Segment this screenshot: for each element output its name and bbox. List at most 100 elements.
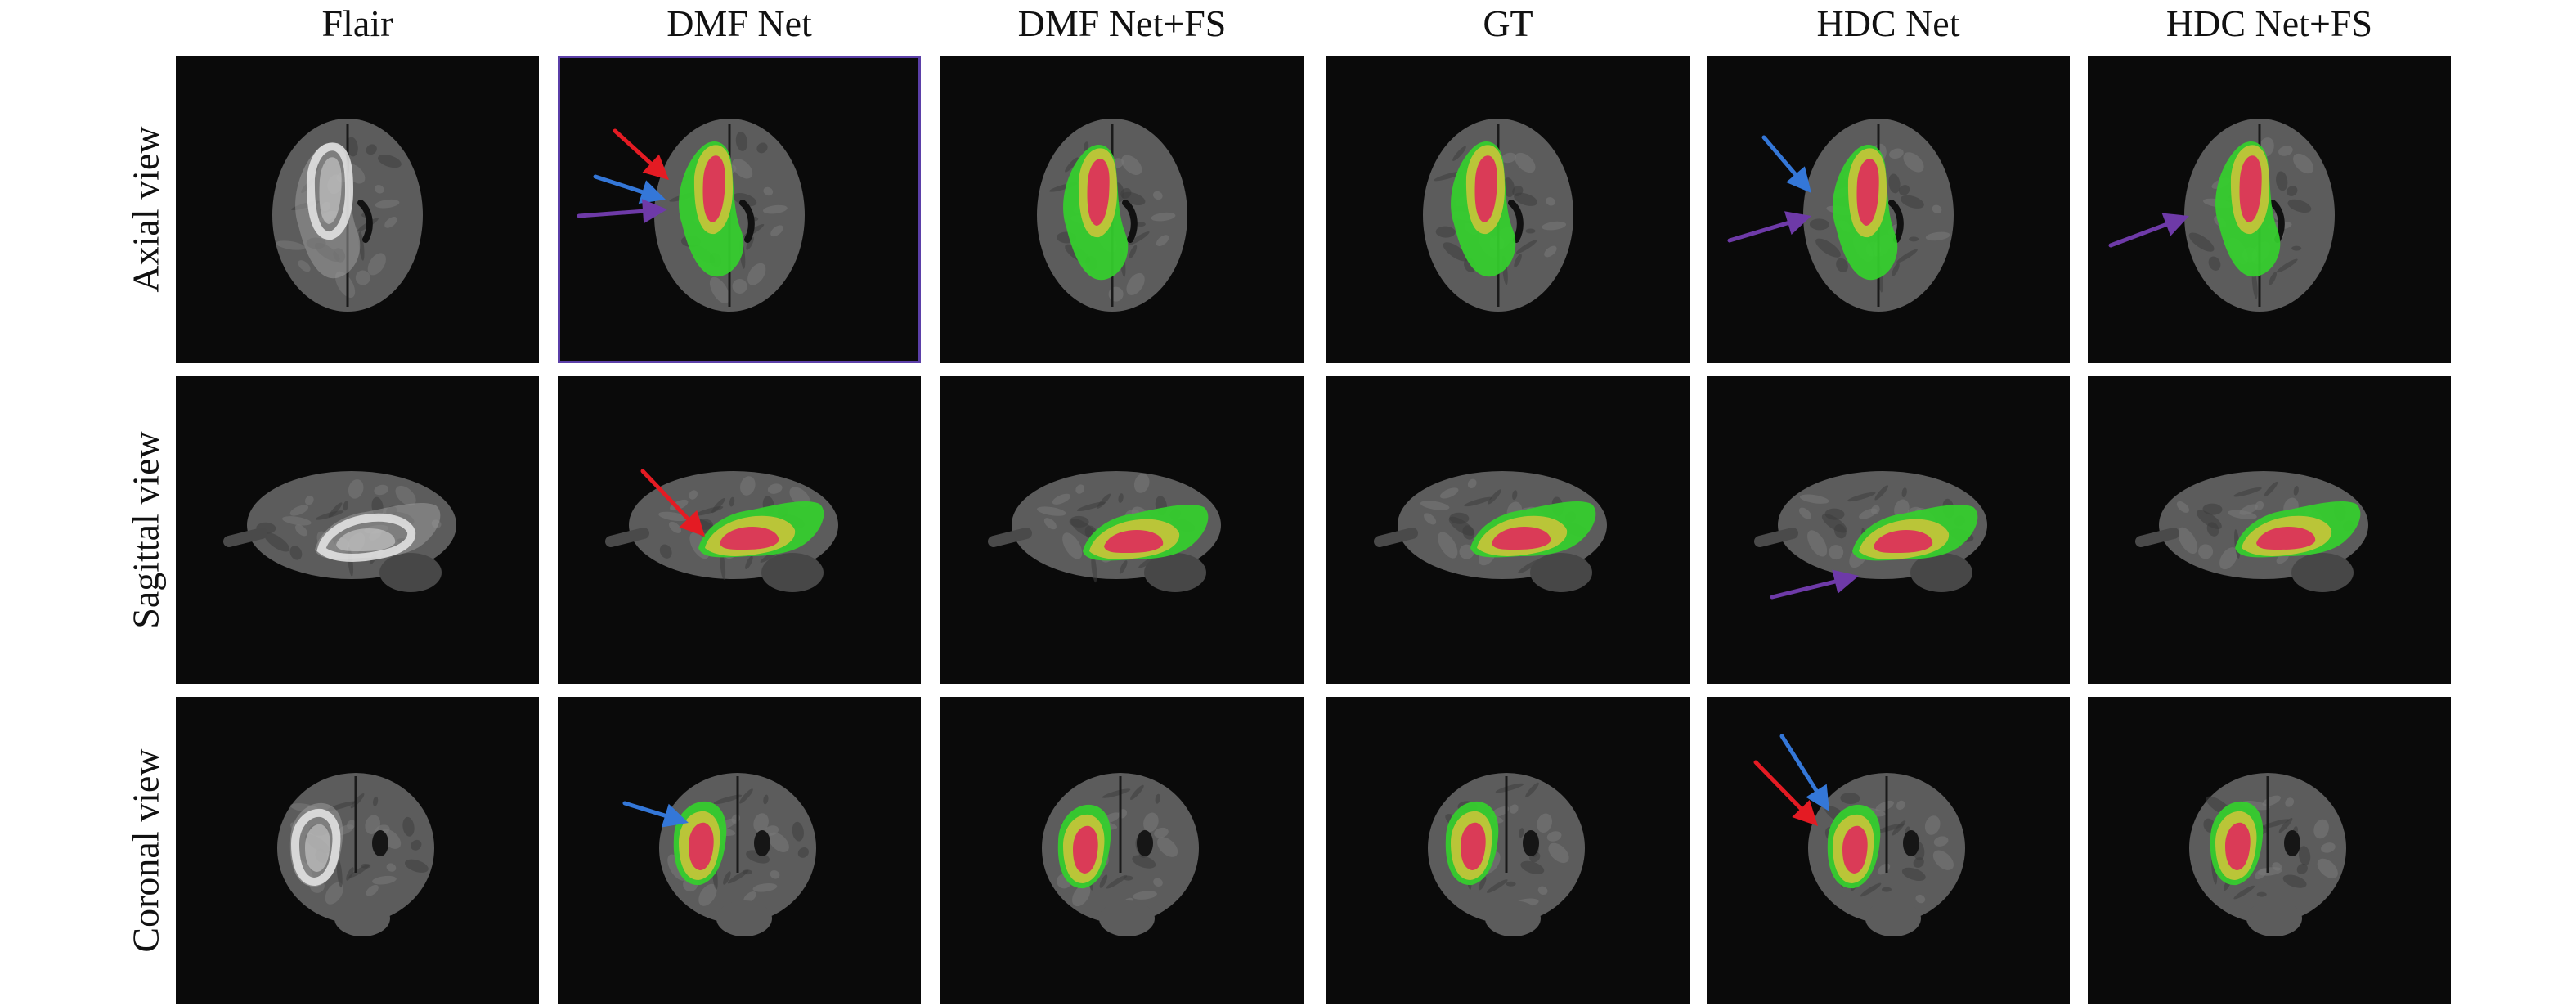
ventricle: [2284, 830, 2300, 856]
tumor-segmentation: [1451, 141, 1516, 277]
flair-hyperintensity: [295, 142, 361, 279]
mri-slice-image: [1042, 773, 1199, 936]
tumor-segmentation: [1083, 505, 1209, 561]
purple-arrow-icon: [577, 199, 667, 224]
mri-slice-image: [577, 119, 805, 312]
mri-slice-image: [1037, 119, 1187, 312]
column-title: HDC Net: [1816, 2, 1960, 44]
column-title: DMF Net+FS: [1017, 2, 1227, 44]
mri-slice-image: [605, 469, 838, 592]
frontal-lobe-edge: [1374, 528, 1418, 547]
enhancing-tumor-region: [1104, 530, 1164, 553]
mri-slice-image: [988, 471, 1221, 592]
cerebellum: [1910, 553, 1972, 592]
ventricle: [739, 200, 755, 243]
enhancing-tumor-region: [1073, 825, 1098, 874]
mri-panel-sagittal-1: [176, 376, 539, 684]
mri-slice-image: [272, 119, 423, 312]
tumor-segmentation: [1057, 804, 1111, 889]
flair-hyperintensity: [315, 503, 441, 562]
mri-panel-axial-2: [558, 56, 921, 363]
mri-panel-coronal-2: [558, 697, 921, 1004]
enhancing-tumor-region: [2239, 155, 2262, 222]
mri-panel-axial-3: [940, 56, 1304, 363]
cerebellum: [1530, 553, 1592, 592]
brainstem: [1485, 900, 1541, 936]
enhancing-tumor-region: [1842, 825, 1868, 874]
mri-panel-coronal-6: [2088, 697, 2451, 1004]
purple-arrow-icon: [1770, 569, 1859, 600]
mri-panel-axial-6: [2088, 56, 2451, 363]
row-label: Axial view: [124, 126, 167, 293]
mri-panel-sagittal-5: [1707, 376, 2070, 684]
blue-arrow-icon: [622, 801, 689, 828]
mri-slice-image: [277, 773, 434, 936]
brainstem: [1099, 900, 1155, 936]
enhancing-tumor-region: [1461, 822, 1486, 870]
mri-panel-sagittal-4: [1326, 376, 1690, 684]
frontal-lobe-edge: [2135, 528, 2179, 547]
ventricle: [1523, 830, 1539, 856]
tumor-segmentation: [1445, 801, 1499, 886]
mri-slice-image: [1754, 471, 1987, 600]
purple-arrow-icon: [1727, 211, 1811, 243]
brainstem: [2246, 900, 2302, 936]
cerebellum: [379, 553, 442, 592]
tumor-segmentation: [2235, 501, 2361, 558]
enhancing-tumor-region: [689, 822, 714, 870]
column-title: HDC Net+FS: [2165, 2, 2373, 44]
frontal-lobe-edge: [1754, 528, 1798, 547]
tumor-segmentation: [1063, 144, 1129, 281]
mri-panel-sagittal-2: [558, 376, 921, 684]
tumor-segmentation: [2215, 141, 2281, 277]
blue-arrow-icon: [1779, 734, 1829, 811]
row-label: Sagittal view: [124, 431, 167, 629]
cerebellum: [1144, 553, 1206, 592]
enhancing-tumor-region: [1856, 159, 1879, 226]
red-arrow-icon: [640, 469, 705, 537]
tumor-segmentation: [1827, 804, 1881, 889]
mri-slice-image: [223, 471, 456, 592]
tumor-segmentation: [2210, 801, 2264, 886]
mri-slice-image: [1753, 734, 1965, 936]
blue-arrow-icon: [593, 174, 666, 204]
column-title: DMF Net: [666, 2, 812, 44]
ventricle: [1903, 830, 1919, 856]
frontal-lobe-edge: [988, 528, 1032, 547]
mri-slice-image: [2189, 773, 2346, 936]
mri-panel-coronal-3: [940, 697, 1304, 1004]
ventricle: [1888, 200, 1904, 243]
mri-panel-axial-1: [176, 56, 539, 363]
mri-panel-sagittal-6: [2088, 376, 2451, 684]
tumor-segmentation: [698, 501, 824, 558]
ventricle: [1122, 200, 1138, 243]
frontal-lobe-edge: [605, 528, 649, 547]
cerebellum: [761, 553, 824, 592]
column-title: Flair: [321, 2, 393, 44]
red-arrow-icon: [613, 128, 669, 180]
mri-panel-axial-5: [1707, 56, 2070, 363]
enhancing-tumor-region: [1874, 530, 1933, 553]
brainstem: [1865, 900, 1921, 936]
enhancing-tumor-region: [1492, 527, 1551, 550]
cerebellum: [2291, 553, 2354, 592]
mri-slice-image: [1727, 119, 1954, 312]
mri-slice-image: [2108, 119, 2335, 312]
tumor-segmentation: [1470, 501, 1596, 558]
brainstem: [334, 900, 390, 936]
row-label: Coronal view: [124, 748, 167, 953]
enhancing-tumor-region: [1474, 155, 1497, 222]
mri-slice-image: [1423, 119, 1573, 312]
flair-hyperintensity: [289, 802, 343, 887]
ventricle: [372, 830, 388, 856]
ventricle: [1508, 200, 1524, 243]
mri-slice-image: [1428, 773, 1585, 936]
purple-arrow-icon: [2108, 213, 2189, 248]
enhancing-tumor-region: [720, 527, 779, 550]
mri-panel-coronal-5: [1707, 697, 2070, 1004]
tumor-segmentation: [1852, 505, 1978, 561]
mri-slice-image: [622, 773, 816, 936]
mri-panel-coronal-1: [176, 697, 539, 1004]
tumor-segmentation: [1833, 144, 1898, 281]
